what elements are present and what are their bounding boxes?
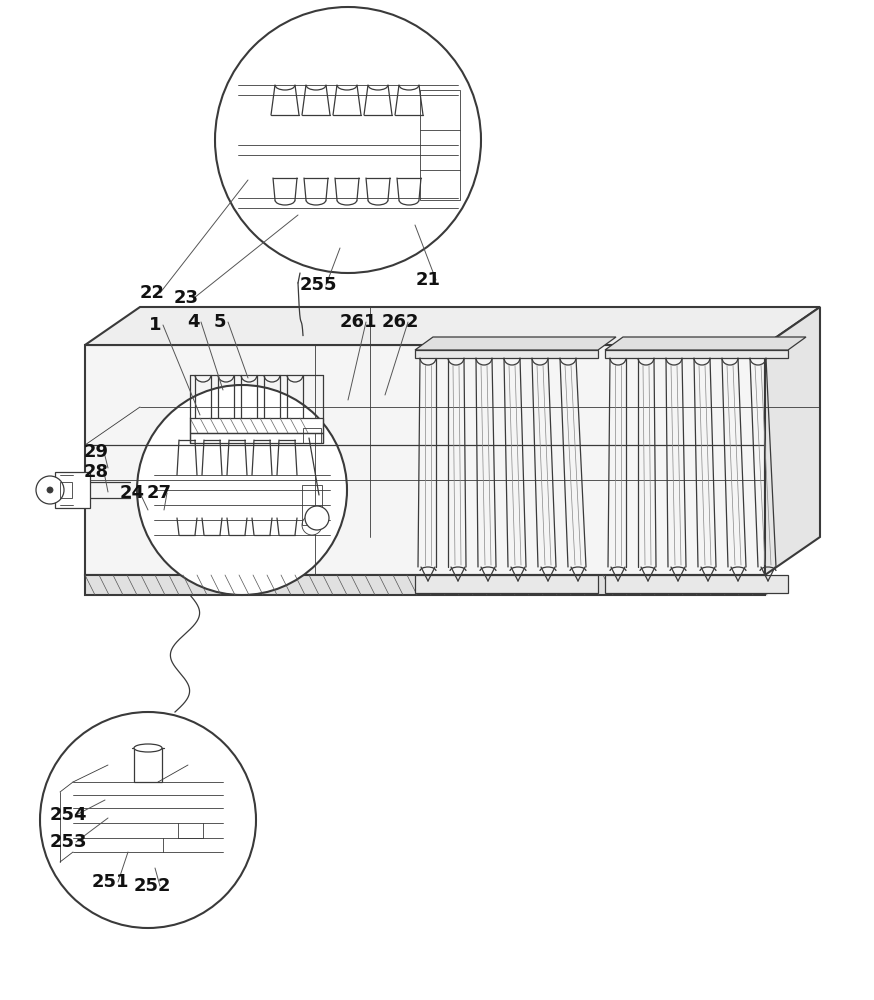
Bar — [60, 482, 72, 498]
Text: 28: 28 — [83, 463, 108, 481]
Text: 5: 5 — [214, 313, 226, 331]
Text: 1: 1 — [149, 316, 161, 334]
Circle shape — [47, 487, 53, 493]
Circle shape — [302, 515, 322, 535]
Polygon shape — [605, 575, 788, 593]
Polygon shape — [415, 575, 598, 593]
Text: 251: 251 — [91, 873, 128, 891]
Bar — [302, 485, 322, 525]
Polygon shape — [85, 345, 765, 575]
Circle shape — [305, 506, 329, 530]
Text: 27: 27 — [147, 484, 171, 502]
Bar — [190, 418, 323, 433]
Bar — [134, 748, 162, 782]
Polygon shape — [415, 350, 598, 358]
Circle shape — [36, 476, 64, 504]
Polygon shape — [605, 337, 806, 350]
Text: 252: 252 — [133, 877, 170, 895]
Bar — [55, 472, 90, 508]
Text: 29: 29 — [84, 443, 108, 461]
Text: 22: 22 — [140, 284, 164, 302]
Ellipse shape — [134, 744, 162, 752]
Circle shape — [215, 7, 481, 273]
Text: 262: 262 — [381, 313, 419, 331]
Text: 255: 255 — [299, 276, 336, 294]
Text: 23: 23 — [174, 289, 198, 307]
Bar — [85, 575, 765, 595]
Text: 21: 21 — [415, 271, 440, 289]
Polygon shape — [765, 307, 820, 575]
Polygon shape — [415, 337, 616, 350]
Circle shape — [40, 712, 256, 928]
Text: 261: 261 — [339, 313, 377, 331]
Text: 253: 253 — [49, 833, 87, 851]
Polygon shape — [605, 350, 788, 358]
Bar — [420, 90, 460, 200]
Bar — [190, 433, 323, 443]
Text: 4: 4 — [187, 313, 199, 331]
Text: 254: 254 — [49, 806, 87, 824]
Text: 24: 24 — [120, 484, 144, 502]
Polygon shape — [85, 307, 820, 345]
Bar — [303, 428, 321, 443]
Circle shape — [137, 385, 347, 595]
